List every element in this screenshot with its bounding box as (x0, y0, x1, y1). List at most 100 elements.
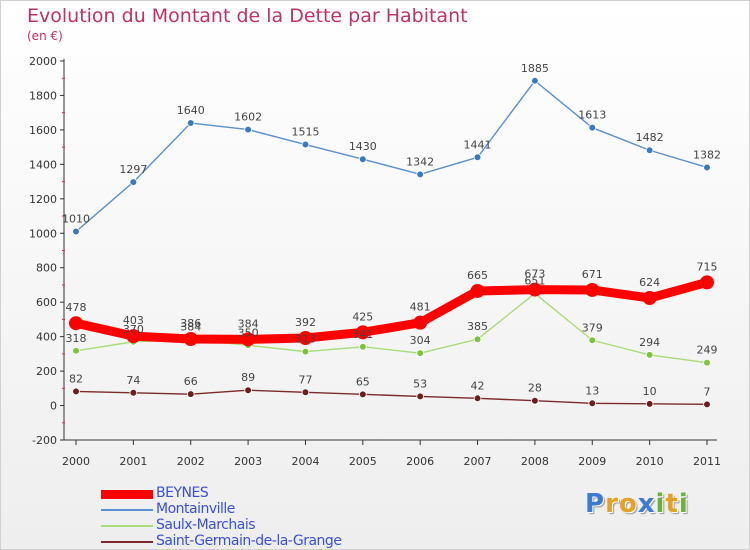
data-label-beynes: 425 (352, 310, 373, 323)
data-point-saint-germain-de-la-grange (703, 400, 711, 409)
logo-letter: i (678, 489, 689, 519)
data-label-saulx-marchais: 304 (410, 334, 431, 347)
data-point-saint-germain-de-la-grange (473, 394, 482, 403)
x-tick-label: 2010 (636, 455, 664, 468)
data-label-beynes: 478 (66, 301, 87, 314)
data-label-beynes: 403 (123, 314, 144, 327)
legend-label-montainville: Montainville (156, 501, 235, 517)
x-tick-label: 2011 (693, 455, 721, 468)
data-label-saint-germain-de-la-grange: 66 (184, 375, 198, 388)
data-label-beynes: 386 (180, 317, 201, 330)
y-tick-label: 0 (50, 400, 57, 413)
legend-label-saulx-marchais: Saulx-Marchais (156, 517, 256, 533)
data-point-beynes (413, 315, 428, 330)
data-label-montainville: 1430 (349, 140, 377, 153)
data-point-saint-germain-de-la-grange (301, 388, 310, 397)
x-tick-label: 2002 (177, 455, 205, 468)
data-point-montainville (531, 77, 539, 85)
data-point-montainville (416, 170, 424, 179)
data-label-saulx-marchais: 384 (180, 320, 201, 333)
data-point-saint-germain-de-la-grange (129, 388, 138, 397)
data-label-montainville: 1613 (578, 109, 606, 122)
data-label-saulx-marchais: 341 (352, 328, 373, 341)
data-point-montainville (588, 123, 597, 132)
x-tick-label: 2007 (464, 455, 492, 468)
data-label-saint-germain-de-la-grange: 53 (413, 377, 427, 390)
data-point-saint-germain-de-la-grange (531, 396, 539, 405)
data-label-montainville: 1885 (521, 62, 549, 75)
data-point-montainville (359, 155, 367, 163)
y-tick-label: 1400 (29, 158, 57, 171)
y-tick-label: -200 (32, 434, 57, 447)
data-point-montainville (244, 125, 252, 134)
data-label-montainville: 1515 (291, 126, 319, 139)
logo-letter: t (665, 489, 679, 519)
legend-swatch-beynes (101, 489, 153, 499)
data-point-saint-germain-de-la-grange (359, 390, 367, 399)
data-label-beynes: 624 (639, 276, 660, 289)
series-line-montainville (75, 80, 708, 233)
legend-swatch-saulx-marchais (101, 525, 153, 527)
x-tick-label: 2005 (349, 455, 377, 468)
data-point-montainville (473, 153, 482, 162)
data-label-saint-germain-de-la-grange: 42 (471, 379, 485, 392)
data-label-saulx-marchais: 370 (123, 323, 144, 336)
y-tick-label: 200 (36, 365, 57, 378)
y-tick-label: 1600 (29, 124, 57, 137)
legend-label-saint-germain-de-la-grange: Saint-Germain-de-la-Grange (156, 533, 342, 549)
logo-letter: r (605, 489, 619, 519)
data-point-beynes (700, 275, 714, 290)
data-point-beynes (183, 332, 198, 347)
data-point-saint-germain-de-la-grange (645, 400, 654, 408)
data-label-saint-germain-de-la-grange: 74 (126, 374, 140, 387)
data-label-saint-germain-de-la-grange: 82 (69, 372, 83, 385)
data-point-montainville (72, 227, 80, 236)
data-label-saulx-marchais: 651 (524, 274, 545, 287)
y-tick-label: 1200 (29, 193, 57, 206)
data-label-beynes: 665 (467, 269, 488, 282)
data-point-beynes (298, 331, 313, 346)
data-point-montainville (129, 178, 138, 186)
data-point-saint-germain-de-la-grange (416, 392, 424, 401)
data-label-saulx-marchais: 294 (639, 336, 660, 349)
data-label-montainville: 1482 (636, 131, 664, 144)
y-tick-label: 400 (36, 331, 57, 344)
data-label-beynes: 392 (295, 316, 316, 329)
data-label-montainville: 1441 (464, 138, 492, 151)
data-label-saint-germain-de-la-grange: 89 (241, 371, 255, 384)
data-label-saint-germain-de-la-grange: 13 (585, 384, 599, 397)
data-label-saint-germain-de-la-grange: 28 (528, 382, 542, 395)
y-tick-label: 600 (36, 296, 57, 309)
data-point-saulx-marchais (416, 349, 424, 357)
data-point-saint-germain-de-la-grange (186, 390, 195, 398)
x-tick-label: 2004 (291, 455, 319, 468)
data-label-montainville: 1342 (406, 155, 434, 168)
data-point-saulx-marchais (645, 351, 654, 359)
data-point-saulx-marchais (703, 358, 711, 367)
data-point-beynes (126, 329, 141, 344)
data-label-saint-germain-de-la-grange: 77 (298, 373, 312, 386)
series-line-beynes (71, 277, 712, 344)
y-tick-label: 1000 (29, 227, 57, 240)
x-tick-label: 2003 (234, 455, 262, 468)
data-label-montainville: 1010 (62, 213, 90, 226)
data-point-beynes (470, 283, 485, 298)
data-label-montainville: 1640 (177, 104, 205, 117)
data-point-beynes (527, 282, 542, 297)
data-point-beynes (642, 291, 657, 306)
data-label-beynes: 481 (410, 301, 431, 314)
data-point-saulx-marchais (359, 343, 367, 351)
data-point-montainville (186, 119, 195, 127)
data-point-saulx-marchais (588, 336, 597, 345)
data-point-beynes (585, 282, 600, 297)
data-point-saulx-marchais (301, 347, 310, 356)
chart-subtitle: (en €) (27, 29, 63, 43)
data-label-saulx-marchais: 350 (238, 326, 259, 339)
data-point-beynes (241, 332, 256, 347)
logo-letter: P (585, 489, 606, 519)
data-label-montainville: 1602 (234, 111, 262, 124)
data-point-beynes (69, 316, 83, 331)
data-label-saulx-marchais: 313 (295, 333, 316, 346)
